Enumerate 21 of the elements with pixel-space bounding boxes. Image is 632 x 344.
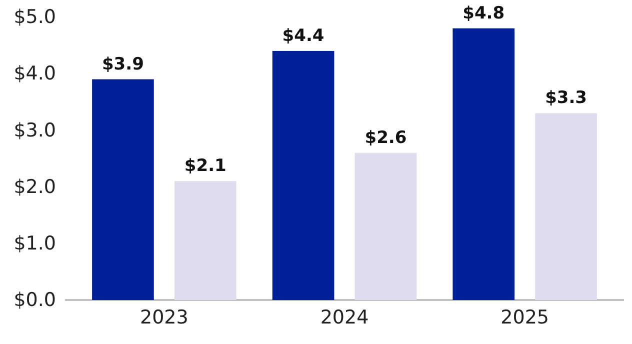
y-tick-label: $3.0 [14,119,56,142]
data-label: $4.4 [282,26,324,46]
y-tick-label: $1.0 [14,232,56,254]
bar [174,181,236,300]
bar [92,79,154,300]
data-label: $4.8 [462,3,505,24]
data-label: $3.9 [102,54,144,74]
y-tick-label: $5.0 [14,6,56,28]
y-tick-label: $2.0 [14,176,56,198]
bar [452,28,515,300]
x-tick-label: 2023 [140,306,188,328]
data-label: $2.6 [364,128,407,148]
x-tick-label: 2025 [500,306,549,328]
data-label: $3.3 [545,88,588,108]
bar [354,152,417,300]
data-label: $2.1 [184,156,226,176]
bar [535,113,597,300]
x-tick-label: 2024 [320,306,369,328]
y-tick-label: $0.0 [14,289,56,312]
bar [272,50,334,300]
y-tick-label: $4.0 [14,62,56,85]
